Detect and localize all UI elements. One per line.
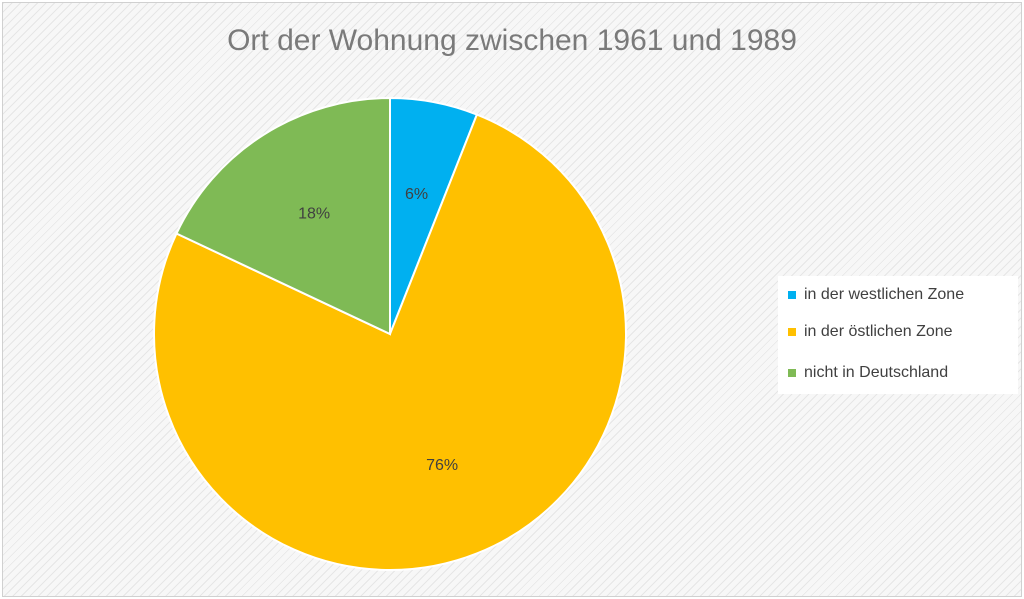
legend-label-oestlich: in der östlichen Zone [804,323,953,340]
data-label-oestlich: 76% [426,457,458,474]
legend-item-oestlich: in der östlichen Zone [788,323,953,341]
legend-item-westlich: in der westlichen Zone [788,286,964,304]
chart-title: Ort der Wohnung zwischen 1961 und 1989 [227,24,797,57]
pie-slice-ausland [175,96,391,336]
data-label-westlich: 6% [405,186,428,203]
legend-swatch-westlich [788,291,796,299]
legend-label-westlich: in der westlichen Zone [804,286,965,303]
legend-item-ausland: nicht in Deutschland [788,364,948,382]
legend-label-ausland: nicht in Deutschland [804,364,949,381]
legend-swatch-ausland [788,369,796,377]
data-label-ausland: 18% [298,206,330,223]
pie-slice-oestlich [153,113,627,571]
legend-swatch-oestlich [788,328,796,336]
legend: in der westlichen Zone in der östlichen … [778,276,1018,394]
